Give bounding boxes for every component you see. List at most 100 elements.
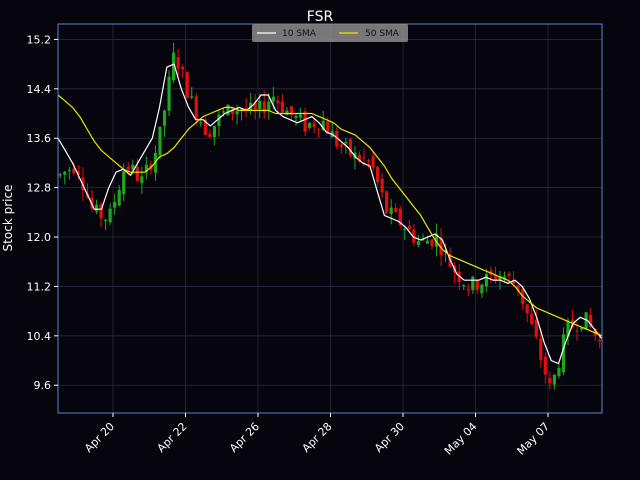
- candle-body: [158, 126, 162, 156]
- candle-body: [425, 240, 430, 244]
- candle-body: [475, 280, 479, 290]
- candle-body: [398, 208, 402, 226]
- candle-body: [389, 207, 393, 214]
- candle-body: [271, 96, 275, 102]
- candle-body: [312, 123, 316, 128]
- candle-body: [104, 219, 108, 221]
- candle-body: [502, 276, 507, 280]
- y-tick-label: 10.4: [27, 330, 52, 343]
- candle-body: [176, 56, 180, 69]
- sma50-line: [57, 94, 603, 337]
- candle-body: [561, 334, 566, 373]
- moving-average-lines: [57, 63, 603, 365]
- candle-body: [326, 121, 330, 134]
- candle-body: [76, 171, 80, 175]
- candle-body: [539, 338, 543, 360]
- candle-body: [589, 314, 593, 328]
- candle-body: [575, 330, 579, 332]
- y-tick-label: 13.6: [27, 132, 52, 145]
- y-tick-label: 11.2: [27, 280, 52, 293]
- candle-body: [244, 107, 248, 110]
- candle-body: [167, 76, 171, 111]
- candle-body: [394, 207, 398, 213]
- candle-body: [416, 241, 420, 246]
- candle-body: [99, 204, 103, 219]
- legend-box: [252, 24, 408, 42]
- candle-body: [140, 176, 144, 184]
- candle-body: [63, 171, 67, 175]
- candle-body: [366, 160, 371, 162]
- x-tick-label: Apr 28: [300, 420, 335, 455]
- candle-body: [276, 100, 280, 104]
- candle-body: [253, 102, 257, 110]
- candle-body: [67, 170, 71, 172]
- candle-body: [144, 164, 148, 173]
- candle-body: [199, 122, 203, 124]
- x-axis-ticks: Apr 20 Apr 22 Apr 26 Apr 28 Apr 30 May 04 May …: [82, 413, 552, 458]
- candle-body: [493, 275, 498, 282]
- candle-body: [289, 106, 294, 116]
- legend: 10 SMA 50 SMA: [252, 24, 408, 42]
- sma10-line: [57, 63, 603, 365]
- y-tick-label: 12.8: [27, 182, 52, 195]
- y-tick-label: 9.6: [34, 379, 52, 392]
- candle-body: [194, 96, 198, 120]
- candle-body: [131, 164, 135, 170]
- candle-body: [371, 156, 375, 168]
- candle-body: [385, 191, 389, 213]
- candle-body: [462, 285, 466, 287]
- candle-body: [185, 72, 189, 99]
- candle-body: [190, 96, 194, 98]
- candle-body: [534, 319, 538, 337]
- candle-body: [122, 171, 126, 195]
- x-tick-label: Apr 30: [372, 420, 407, 455]
- candle-body: [113, 202, 117, 208]
- chart-title: FSR: [307, 9, 334, 25]
- candle-body: [226, 104, 230, 116]
- candle-body: [94, 204, 99, 212]
- candle-body: [584, 312, 588, 330]
- candle-body: [212, 125, 216, 138]
- candle-body: [72, 168, 76, 173]
- candle-body: [262, 101, 266, 113]
- candle-body: [344, 141, 348, 144]
- candle-body: [321, 120, 325, 131]
- candle-body: [376, 167, 380, 183]
- candle-body: [507, 273, 511, 277]
- candle-body: [357, 154, 362, 162]
- candle-body: [126, 166, 130, 170]
- legend-label-sma10: 10 SMA: [282, 29, 317, 39]
- y-tick-label: 12.0: [27, 231, 52, 244]
- candle-body: [303, 111, 307, 132]
- candle-body: [298, 114, 303, 118]
- candle-body: [566, 320, 570, 337]
- x-tick-label: Apr 22: [155, 420, 190, 455]
- y-axis-ticks: 9.6 10.4 11.2 12.0 12.8 13.6 14.4 15.2: [27, 33, 58, 392]
- candle-body: [525, 304, 529, 314]
- candle-body: [512, 279, 516, 284]
- candle-body: [135, 166, 139, 182]
- candle-body: [335, 130, 339, 147]
- candle-body: [267, 101, 271, 112]
- candle-body: [203, 119, 207, 135]
- candle-body: [434, 234, 439, 247]
- candle-body: [548, 377, 552, 384]
- legend-label-sma50: 50 SMA: [365, 29, 400, 39]
- candle-body: [480, 284, 484, 294]
- candle-body: [117, 189, 121, 206]
- plot-frame: [57, 23, 603, 414]
- candle-body: [439, 237, 443, 256]
- candle-body: [280, 101, 284, 113]
- candle-body: [530, 313, 534, 325]
- candle-body: [471, 276, 475, 290]
- candle-body: [457, 271, 461, 282]
- candle-body: [208, 133, 212, 137]
- candle-body: [339, 144, 343, 147]
- candle-body: [162, 110, 167, 126]
- candle-body: [285, 110, 289, 116]
- candlesticks: [58, 42, 602, 390]
- candle-body: [412, 229, 416, 243]
- candle-body: [362, 157, 366, 159]
- candle-body: [498, 275, 502, 280]
